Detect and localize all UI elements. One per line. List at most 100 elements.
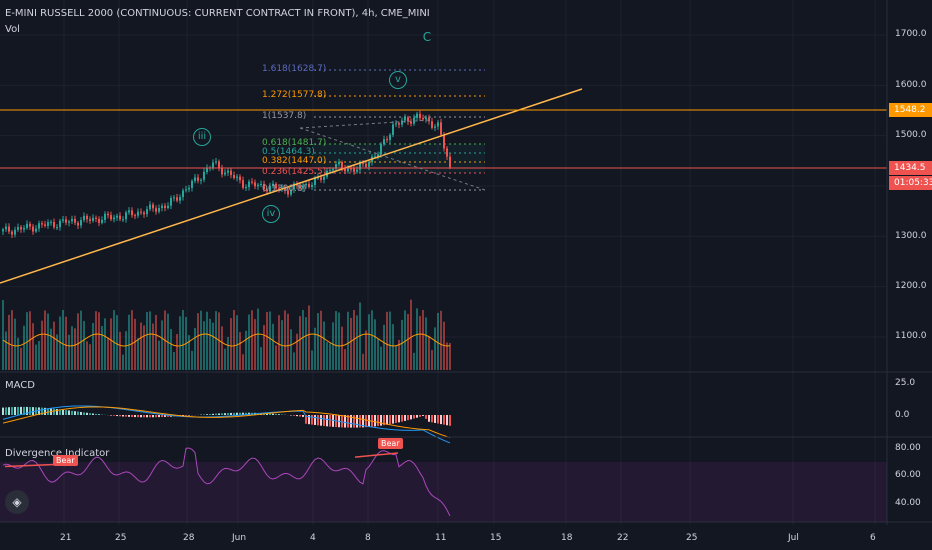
- candle-body: [449, 156, 451, 168]
- candle-body: [80, 220, 82, 226]
- volume-bar: [134, 318, 136, 370]
- candle-body: [62, 219, 64, 221]
- macd-histogram-bar: [416, 415, 418, 418]
- date-tick: 25: [115, 533, 127, 543]
- macd-histogram-bar: [113, 415, 115, 416]
- macd-histogram-bar: [422, 415, 424, 416]
- volume-bar: [29, 311, 31, 370]
- volume-bar: [269, 311, 271, 370]
- macd-histogram-bar: [242, 412, 244, 415]
- macd-histogram-bar: [2, 407, 4, 415]
- candle-body: [20, 227, 22, 230]
- candle-body: [416, 113, 418, 118]
- candle-body: [134, 215, 136, 217]
- volume-bar: [98, 312, 100, 370]
- volume-bar: [119, 331, 121, 370]
- candle-body: [230, 170, 232, 176]
- macd-histogram-bar: [215, 413, 217, 415]
- candle-body: [239, 176, 241, 181]
- macd-histogram-bar: [203, 414, 205, 415]
- candle-body: [254, 182, 256, 187]
- macd-histogram-bar: [344, 415, 346, 428]
- volume-bar: [305, 317, 307, 370]
- candle-body: [152, 204, 154, 209]
- candle-body: [380, 144, 382, 155]
- volume-bar: [323, 321, 325, 370]
- candle-body: [293, 183, 295, 190]
- volume-bar: [53, 321, 55, 370]
- macd-histogram-bar: [47, 408, 49, 415]
- candle-body: [98, 218, 100, 223]
- divergence-plot: [0, 447, 887, 522]
- candle-body: [419, 113, 421, 119]
- tradingview-logo-icon[interactable]: ◈: [5, 490, 29, 514]
- macd-histogram-bar: [374, 415, 376, 427]
- macd-histogram-bar: [188, 415, 190, 416]
- volume-label: Vol: [5, 24, 20, 35]
- macd-histogram-bar: [269, 413, 271, 415]
- macd-histogram-bar: [131, 415, 133, 417]
- volume-bar: [368, 314, 370, 370]
- volume-bar: [146, 312, 148, 370]
- candle-body: [383, 139, 385, 145]
- date-tick: 6: [870, 533, 876, 543]
- candle-body: [170, 198, 172, 206]
- date-tick: 8: [365, 533, 371, 543]
- candle-body: [284, 187, 286, 191]
- volume-bar: [251, 310, 253, 370]
- candle-body: [431, 121, 433, 128]
- volume-bar: [203, 321, 205, 370]
- macd-histogram-bar: [32, 407, 34, 415]
- candle-body: [398, 123, 400, 125]
- macd-histogram-bar: [266, 413, 268, 415]
- candle-body: [257, 184, 259, 187]
- candle-body: [35, 228, 37, 232]
- volume-bar: [299, 316, 301, 370]
- volume-bar: [65, 316, 67, 370]
- macd-histogram-bar: [275, 413, 277, 415]
- volume-bar: [347, 311, 349, 370]
- macd-histogram-bar: [14, 406, 16, 415]
- volume-bar: [200, 310, 202, 370]
- candle-body: [323, 176, 325, 180]
- trend-lines: [0, 88, 887, 284]
- candle-body: [185, 189, 187, 191]
- macd-histogram-bar: [8, 407, 10, 415]
- div-tick: 40.00: [895, 498, 921, 508]
- volume-bar: [212, 322, 214, 370]
- macd-histogram-bar: [89, 413, 91, 415]
- candle-body: [440, 122, 442, 135]
- macd-histogram-bar: [410, 415, 412, 420]
- macd-histogram-bar: [392, 415, 394, 424]
- volume-bar: [380, 346, 382, 370]
- macd-histogram-bar: [311, 415, 313, 425]
- volume-bar: [404, 310, 406, 370]
- candle-body: [47, 222, 49, 226]
- macd-histogram-bar: [296, 415, 298, 417]
- macd-histogram-bar: [185, 415, 187, 416]
- div-tick: 80.00: [895, 443, 921, 453]
- candle-body: [86, 215, 88, 220]
- volume-bar: [8, 314, 10, 370]
- volume-bar: [125, 331, 127, 370]
- macd-histogram-bar: [65, 410, 67, 415]
- fib-level: 1.272(1577.8): [262, 90, 327, 100]
- volume-bar: [197, 313, 199, 370]
- volume-bar: [155, 314, 157, 370]
- volume-bar: [425, 317, 427, 370]
- volume-bar: [194, 328, 196, 370]
- candle-body: [275, 183, 277, 189]
- volume-bar: [143, 325, 145, 370]
- volume-bar: [218, 312, 220, 370]
- volume-bar: [290, 329, 292, 370]
- volume-bar: [293, 352, 295, 370]
- macd-histogram-bar: [236, 412, 238, 415]
- macd-histogram-bar: [83, 412, 85, 415]
- macd-histogram-bar: [230, 412, 232, 415]
- macd-histogram-bar: [314, 415, 316, 425]
- candle-body: [341, 162, 343, 168]
- macd-histogram-bar: [146, 415, 148, 418]
- macd-histogram-bar: [224, 413, 226, 415]
- macd-histogram-bar: [152, 415, 154, 418]
